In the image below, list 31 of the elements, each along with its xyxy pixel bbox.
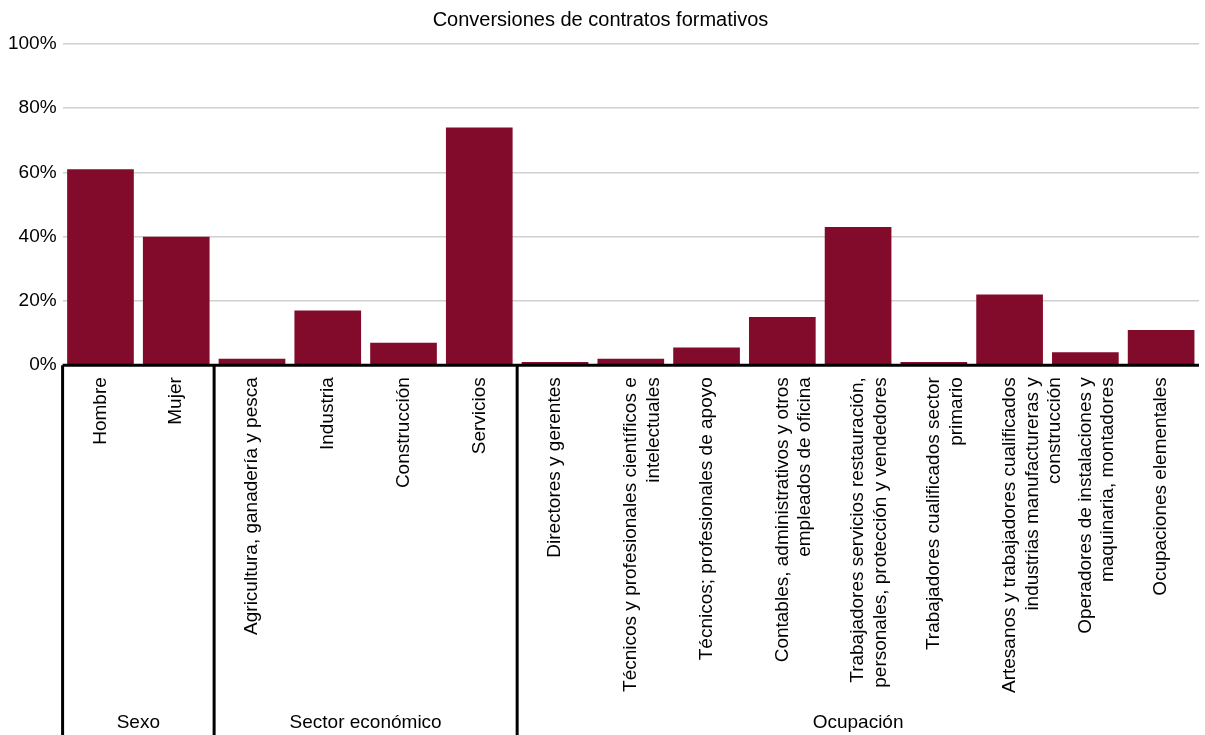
x-tick-label: Hombre [88,377,110,445]
x-tick-label: Directores y gerentes [543,377,565,558]
x-tick-label: Industria [315,376,337,451]
bar [824,227,892,365]
x-tick-label: Técnicos; profesionales de apoyo [694,377,716,661]
y-tick-label: 100% [7,32,57,54]
bar [370,342,437,365]
y-tick-label: 0% [29,353,57,375]
bar [673,347,740,365]
bar [445,127,513,365]
bar [1127,329,1195,365]
x-tick-label: Agricultura, ganadería y pesca [240,376,262,635]
bar [976,294,1043,365]
text: Sexo [116,710,161,732]
y-tick-label: 80% [18,96,57,118]
y-tick-label: 20% [18,289,57,311]
text: Ocupación [812,710,904,732]
x-tick-label: Servicios [467,377,489,455]
bar [67,169,134,365]
bar [748,317,816,365]
x-tick-label: Ocupaciones elementales [1149,377,1171,596]
bar [294,310,362,365]
bar [1052,352,1119,365]
x-tick-label: Técnicos y profesionales científicos e intelectuales [619,377,663,692]
x-tick-label: Mujer [164,376,186,425]
y-tick-label: 60% [18,160,57,182]
x-tick-label: Construcción [391,377,413,489]
bar [142,236,210,365]
y-tick-label: 40% [18,224,57,246]
text: Sector económico [289,710,442,732]
chart-title: Conversiones de contratos formativos [432,7,769,30]
